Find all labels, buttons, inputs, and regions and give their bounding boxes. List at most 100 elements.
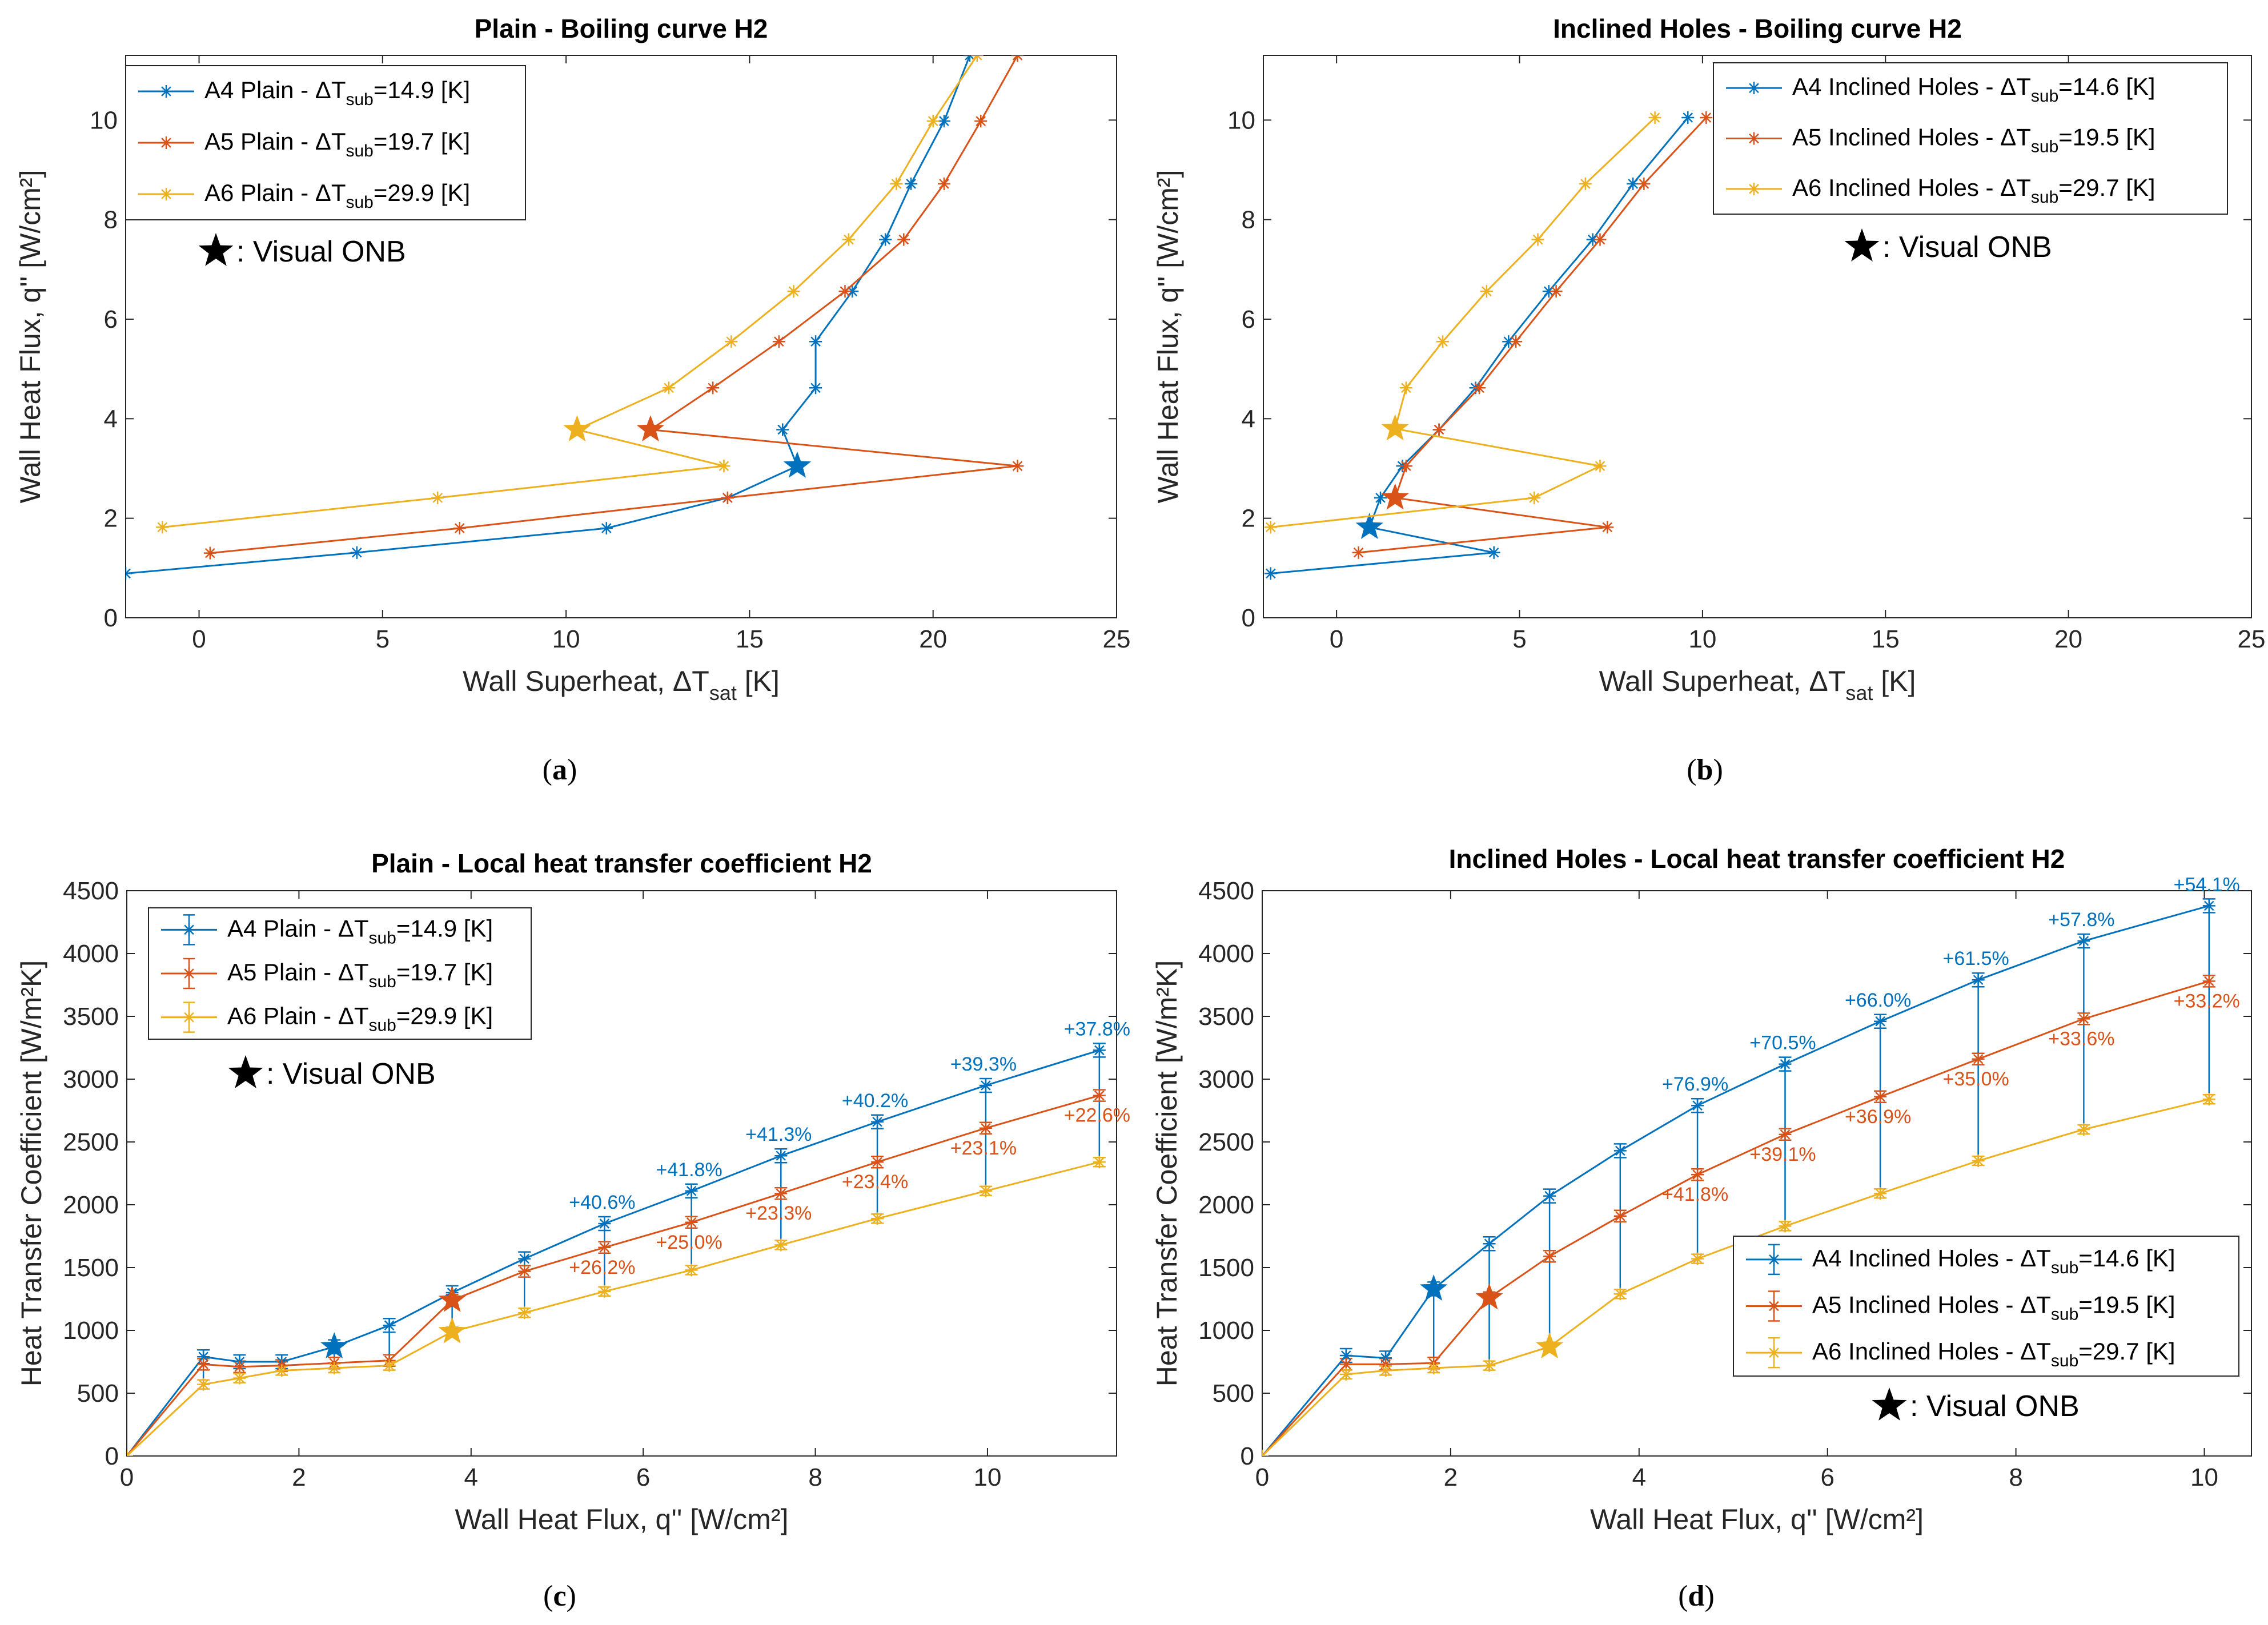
chart-title: Inclined Holes - Local heat transfer coe… (1449, 844, 2065, 874)
data-point-a4 (905, 177, 918, 190)
y-tick-label: 10 (1227, 106, 1255, 134)
data-point-a5 (1473, 381, 1486, 395)
data-point-a4 (1681, 111, 1695, 124)
data-point-a6 (970, 55, 984, 62)
data-point-a5 (1011, 460, 1024, 473)
percent-label-a4: +70.5% (1749, 1032, 1816, 1054)
y-tick-label: 2500 (1198, 1128, 1254, 1156)
data-point-a5 (838, 285, 852, 298)
y-tick-label: 0 (1242, 604, 1255, 632)
legend-label-a6: A6 Inclined Holes - ΔTsub=29.7 [K] (1792, 174, 2155, 207)
caption-letter: d (1688, 1580, 1705, 1612)
x-tick-label: 10 (2190, 1463, 2218, 1491)
percent-label-a4: +40.2% (842, 1090, 908, 1112)
onb-star-a4 (783, 451, 812, 478)
data-point-a6 (663, 381, 676, 395)
percent-label-a4: +54.1% (2174, 874, 2240, 895)
chart-title: Plain - Boiling curve H2 (475, 14, 768, 43)
y-tick-label: 0 (104, 604, 118, 632)
legend-label-a5: A5 Inclined Holes - ΔTsub=19.5 [K] (1792, 124, 2155, 156)
onb-legend-label: : Visual ONB (266, 1057, 436, 1091)
data-point-a6 (1093, 1156, 1106, 1169)
data-point-a6 (1531, 233, 1544, 246)
data-point-a6 (275, 1364, 288, 1377)
x-axis-label-main: Wall Heat Flux, q'' [W/cm²] (1590, 1503, 1924, 1535)
data-point-a6 (1613, 1288, 1627, 1301)
data-point-a5 (772, 335, 785, 348)
x-tick-label: 5 (376, 625, 390, 653)
data-point-a5 (2077, 1012, 2090, 1025)
legend-box (1713, 62, 2228, 215)
y-tick-label: 1000 (1198, 1317, 1254, 1345)
x-tick-label: 10 (1688, 625, 1716, 653)
data-point-a4 (1586, 233, 1599, 246)
data-point-a4 (776, 423, 789, 436)
onb-star-a6 (438, 1317, 466, 1344)
legend-label-suffix: =19.7 [K] (374, 128, 470, 155)
x-tick-label: 0 (192, 625, 206, 653)
data-point-a6 (774, 1238, 788, 1252)
series-line-a5 (127, 1095, 1100, 1456)
legend-label-sub: sub (2051, 1305, 2078, 1324)
onb-legend-label: : Visual ONB (236, 235, 406, 268)
data-point-a4 (1483, 1237, 1496, 1250)
percent-label-a4: +61.5% (1943, 948, 2009, 970)
y-axis-label: Heat Transfer Coefficient [W/m²K] (1151, 960, 1183, 1387)
data-point-a5 (203, 546, 216, 560)
data-point-a5 (937, 177, 950, 190)
data-point-a5 (707, 381, 720, 395)
legend-marker-a5 (160, 136, 172, 149)
data-point-a4 (1972, 974, 1985, 987)
data-point-a4 (1613, 1144, 1627, 1157)
legend-label-main: A4 Plain - ΔT (204, 77, 346, 103)
panel-caption: (b) (1687, 754, 1723, 786)
data-point-a5 (1972, 1052, 1985, 1065)
data-point-a4 (879, 233, 892, 246)
x-tick-label: 0 (1330, 625, 1343, 653)
data-layer (126, 55, 1024, 580)
data-point-a6 (1779, 1220, 1792, 1233)
data-point-a4 (1264, 567, 1277, 580)
legend-label-sub: sub (368, 972, 396, 991)
y-axis-label: Heat Transfer Coefficient [W/m²K] (15, 960, 47, 1387)
data-point-a5 (1399, 460, 1412, 473)
legend-label-suffix: =19.5 [K] (2058, 124, 2155, 151)
data-point-a6 (1427, 1362, 1440, 1374)
percent-label-a5: +25.0% (656, 1232, 722, 1253)
legend-label-suffix: =19.5 [K] (2078, 1292, 2175, 1318)
data-point-a5 (1543, 1250, 1556, 1263)
percent-label-a5: +23.3% (745, 1202, 812, 1224)
caption-open: ( (543, 1580, 553, 1612)
legend-label-sub: sub (2031, 188, 2058, 207)
legend-label-suffix: =29.7 [K] (2058, 174, 2155, 201)
onb-star-a5 (438, 1285, 466, 1312)
data-point-a5 (1432, 423, 1446, 436)
y-axis-label: Wall Heat Flux, q'' [W/cm²] (14, 170, 46, 504)
legend: A4 Inclined Holes - ΔTsub=14.6 [K]A5 Inc… (1733, 1236, 2239, 1377)
onb-legend-star-icon (1844, 228, 1880, 262)
series-line-a6 (1270, 116, 1656, 528)
data-point-a5 (197, 1358, 210, 1371)
legend-marker-a6 (1748, 182, 1760, 195)
caption-open: ( (543, 754, 552, 786)
onb-legend-star-icon (228, 1055, 263, 1088)
y-tick-label: 4500 (63, 877, 119, 905)
onb-star-a4 (1355, 512, 1383, 539)
legend-label-main: A6 Plain - ΔT (227, 1003, 368, 1029)
data-point-a5 (1339, 1358, 1352, 1371)
x-tick-label: 8 (2009, 1463, 2022, 1491)
data-point-a4 (383, 1319, 396, 1332)
data-point-a5 (979, 1121, 992, 1135)
data-point-a6 (2077, 1123, 2090, 1136)
legend-label-a4: A4 Inclined Holes - ΔTsub=14.6 [K] (1812, 1245, 2175, 1277)
data-point-a5 (1011, 55, 1024, 62)
data-point-a5 (1691, 1168, 1704, 1181)
data-point-a4 (963, 55, 976, 62)
legend: A4 Plain - ΔTsub=14.9 [K]A5 Plain - ΔTsu… (125, 65, 526, 220)
legend-label-sub: sub (346, 90, 373, 109)
x-tick-label: 20 (919, 625, 947, 653)
legend-label-suffix: =19.7 [K] (396, 959, 493, 986)
percent-label-a4: +41.3% (745, 1124, 812, 1145)
x-tick-label: 15 (1872, 625, 1900, 653)
y-tick-label: 2000 (1198, 1191, 1254, 1219)
